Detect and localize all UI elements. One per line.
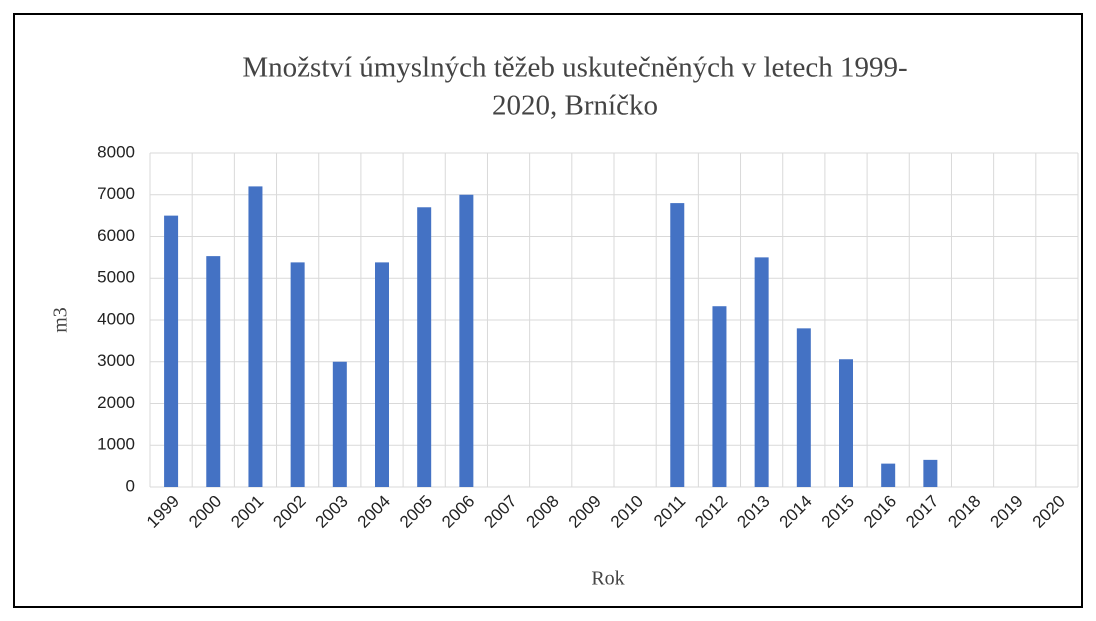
y-tick-label: 8000 xyxy=(97,142,135,161)
bar xyxy=(670,203,685,487)
bar xyxy=(881,463,896,487)
y-tick-label: 5000 xyxy=(97,268,135,287)
bar xyxy=(712,306,727,487)
y-tick-label: 4000 xyxy=(97,309,135,328)
bar xyxy=(417,207,432,487)
bar xyxy=(754,257,769,487)
chart-title: 2020, Brníčko xyxy=(492,90,658,122)
bar xyxy=(796,328,811,487)
bar xyxy=(375,262,389,487)
y-tick-label: 2000 xyxy=(97,393,135,412)
bar xyxy=(459,194,474,487)
y-axis-label: m3 xyxy=(50,307,72,333)
bar xyxy=(290,262,305,487)
chart-title: Množství úmyslných těžeb uskutečněných v… xyxy=(242,52,907,84)
y-tick-label: 7000 xyxy=(97,184,135,203)
bar xyxy=(206,256,221,487)
bar xyxy=(332,361,347,487)
bar xyxy=(839,359,853,487)
y-tick-label: 3000 xyxy=(97,351,135,370)
y-tick-label: 1000 xyxy=(97,435,135,454)
bar xyxy=(164,215,179,487)
y-tick-label: 0 xyxy=(126,476,135,495)
bar xyxy=(923,459,938,487)
bar xyxy=(248,186,263,487)
x-axis-label: Rok xyxy=(591,568,624,590)
y-tick-label: 6000 xyxy=(97,226,135,245)
